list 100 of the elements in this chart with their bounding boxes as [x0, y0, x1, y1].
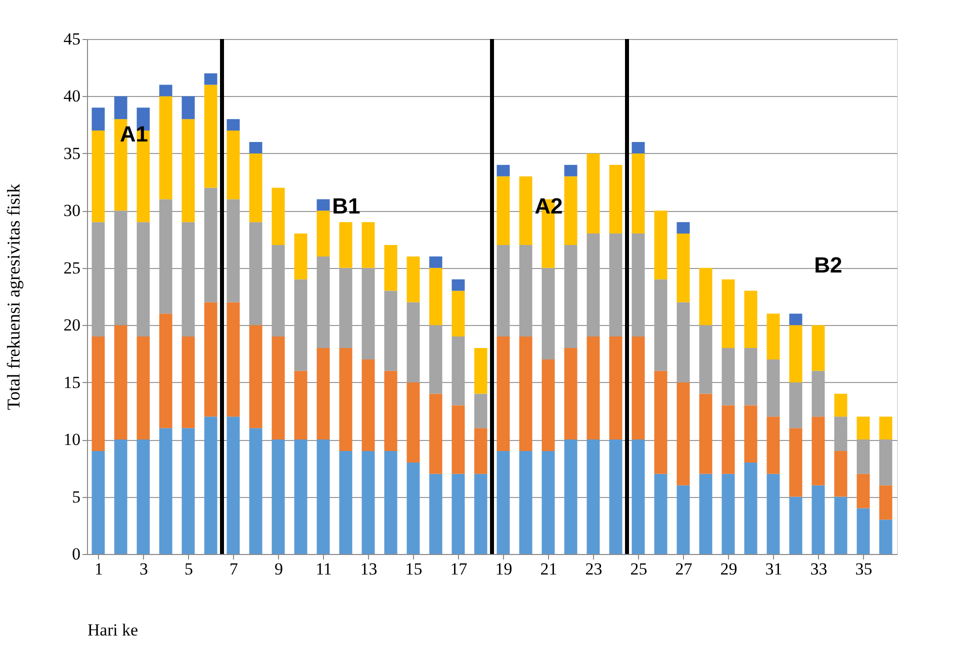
x-tick-label: 11	[316, 560, 332, 578]
bar	[159, 96, 172, 200]
bar	[474, 428, 488, 474]
bar	[722, 405, 735, 474]
bar	[182, 119, 195, 222]
bar	[789, 496, 802, 554]
bar	[452, 405, 465, 474]
bar	[609, 440, 622, 554]
y-tick-label: 35	[64, 144, 80, 163]
bar	[226, 130, 240, 200]
bar	[114, 325, 128, 440]
bar	[812, 485, 825, 554]
bar	[789, 325, 802, 382]
annotation: B1	[332, 193, 360, 218]
bar	[114, 440, 128, 554]
bar	[812, 416, 825, 486]
bar	[406, 256, 420, 302]
bar	[676, 222, 690, 234]
bar	[519, 451, 532, 554]
bar	[182, 336, 195, 428]
bar	[384, 451, 398, 554]
x-tick-label: 23	[585, 560, 602, 578]
bar	[362, 359, 375, 451]
bar	[564, 440, 578, 554]
bar	[452, 279, 465, 291]
bar	[766, 314, 780, 360]
bar	[136, 440, 150, 554]
bar	[429, 256, 442, 268]
bar	[204, 302, 218, 417]
y-axis-title: Total frekuensi agresivitas fisik	[4, 184, 24, 410]
bar	[496, 164, 510, 176]
bar	[879, 485, 892, 520]
x-tick-label: 33	[810, 560, 828, 578]
bar	[339, 451, 352, 554]
bar	[474, 474, 488, 554]
bar	[496, 336, 510, 451]
bar	[654, 370, 668, 474]
bar	[159, 84, 172, 96]
bar	[564, 348, 578, 440]
bar	[316, 210, 330, 256]
y-tick-label: 15	[64, 372, 80, 392]
bar	[384, 370, 398, 451]
bar	[226, 302, 240, 417]
y-tick-label: 30	[64, 201, 80, 220]
bar	[676, 382, 690, 486]
annotation: B2	[814, 252, 842, 278]
x-tick-label: 25	[630, 560, 648, 578]
bar	[272, 336, 285, 440]
bar	[834, 496, 848, 554]
bar	[136, 336, 150, 440]
bar	[789, 428, 802, 497]
bar	[744, 405, 758, 462]
x-tick-label: 19	[495, 560, 512, 578]
x-tick-label: 21	[540, 560, 558, 578]
x-tick-label: 7	[230, 560, 238, 578]
bar	[339, 222, 352, 268]
bar	[159, 314, 172, 428]
bar	[879, 416, 892, 440]
bar	[519, 336, 532, 451]
x-axis-title: Hari ke	[88, 620, 138, 640]
bar	[249, 325, 262, 428]
bar	[744, 290, 758, 348]
bar	[272, 188, 285, 245]
bar	[249, 142, 262, 154]
bar	[542, 451, 555, 554]
bar	[609, 336, 622, 440]
bar	[856, 508, 870, 554]
bar	[519, 176, 532, 245]
bar	[632, 336, 645, 440]
bar	[676, 234, 690, 302]
bar	[316, 348, 330, 440]
y-tick-label: 0	[72, 544, 80, 564]
bar	[632, 440, 645, 554]
x-tick-label: 15	[405, 560, 422, 578]
bar	[92, 451, 105, 554]
bar	[564, 176, 578, 245]
bar	[722, 279, 735, 348]
bar	[452, 290, 465, 337]
bar	[452, 474, 465, 554]
y-tick-label: 10	[64, 430, 80, 450]
bar	[362, 222, 375, 268]
bar	[856, 416, 870, 440]
bar	[722, 474, 735, 554]
bar	[294, 234, 308, 280]
bar	[384, 245, 398, 291]
bar	[632, 153, 645, 234]
x-tick-label: 3	[140, 560, 148, 578]
bar	[339, 348, 352, 451]
bar	[204, 73, 218, 85]
bar	[92, 108, 105, 131]
bar	[429, 268, 442, 326]
bar	[182, 428, 195, 554]
bar	[699, 394, 712, 474]
bar	[834, 451, 848, 497]
bar	[879, 520, 892, 554]
bar	[182, 96, 195, 120]
bar	[249, 153, 262, 222]
x-tick-label: 13	[360, 560, 378, 578]
bar	[766, 474, 780, 554]
x-tick-label: 1	[94, 560, 103, 578]
